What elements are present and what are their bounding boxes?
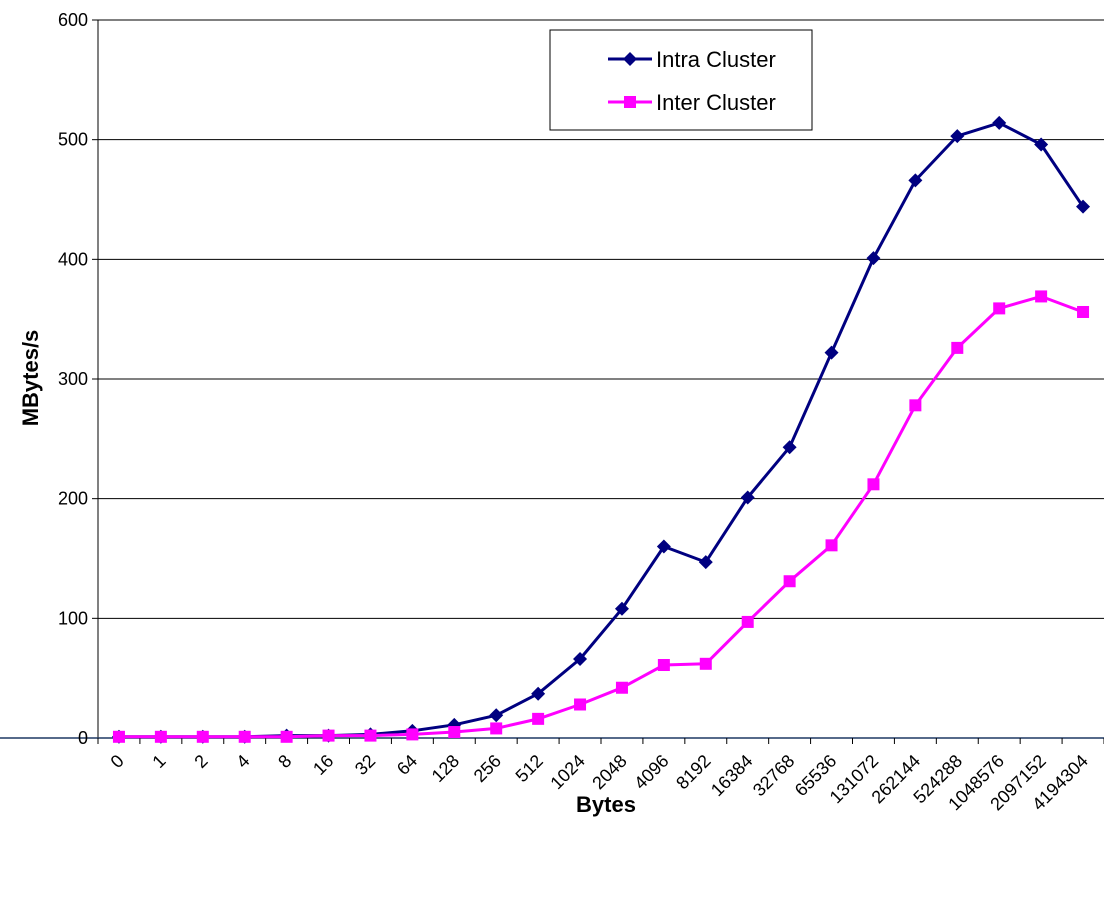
x-tick-label: 1 <box>148 751 169 772</box>
y-tick-label: 500 <box>58 130 88 150</box>
data-point-inter-cluster <box>1077 305 1090 318</box>
y-tick-label: 600 <box>58 10 88 30</box>
data-point-inter-cluster <box>574 698 587 711</box>
legend-marker-intra-cluster <box>623 52 637 66</box>
data-point-inter-cluster <box>196 730 209 743</box>
data-point-inter-cluster <box>1035 290 1048 303</box>
legend-marker-inter-cluster <box>624 96 636 108</box>
y-axis-title: MBytes/s <box>18 330 43 427</box>
data-point-inter-cluster <box>867 478 880 491</box>
x-tick-label: 32768 <box>749 751 799 801</box>
data-point-intra-cluster <box>489 708 504 723</box>
data-point-inter-cluster <box>448 726 461 739</box>
x-tick-label: 0 <box>107 751 128 772</box>
x-tick-label: 1024 <box>546 751 588 793</box>
data-point-intra-cluster <box>656 539 671 554</box>
data-point-intra-cluster <box>992 115 1007 130</box>
x-tick-label: 256 <box>470 751 505 786</box>
legend-label-intra-cluster: Intra Cluster <box>656 47 776 72</box>
data-point-inter-cluster <box>154 730 167 743</box>
y-tick-label: 300 <box>58 369 88 389</box>
data-point-intra-cluster <box>866 251 881 266</box>
data-point-inter-cluster <box>657 659 670 672</box>
x-tick-label: 32 <box>351 751 379 779</box>
x-tick-label: 128 <box>428 751 463 786</box>
legend-label-inter-cluster: Inter Cluster <box>656 90 776 115</box>
y-tick-label: 100 <box>58 608 88 628</box>
data-point-inter-cluster <box>741 615 754 628</box>
data-point-inter-cluster <box>112 730 125 743</box>
legend: Intra Cluster Inter Cluster <box>549 29 813 131</box>
data-point-intra-cluster <box>908 173 923 188</box>
data-point-inter-cluster <box>280 730 293 743</box>
data-point-inter-cluster <box>322 729 335 742</box>
x-tick-label: 16384 <box>707 751 757 801</box>
data-point-intra-cluster <box>1076 199 1091 214</box>
data-point-intra-cluster <box>782 440 797 455</box>
data-point-intra-cluster <box>614 601 629 616</box>
data-point-inter-cluster <box>364 729 377 742</box>
data-point-inter-cluster <box>615 681 628 694</box>
data-point-inter-cluster <box>490 722 503 735</box>
x-tick-label: 64 <box>393 751 421 779</box>
data-point-inter-cluster <box>238 730 251 743</box>
gridlines <box>98 19 1104 619</box>
data-point-inter-cluster <box>825 539 838 552</box>
data-point-inter-cluster <box>951 341 964 354</box>
x-tick-label: 8 <box>274 751 295 772</box>
data-point-intra-cluster <box>573 652 588 667</box>
data-point-intra-cluster <box>698 555 713 570</box>
data-point-inter-cluster <box>406 728 419 741</box>
legend-box <box>549 29 813 131</box>
series-layer <box>111 115 1091 744</box>
data-point-inter-cluster <box>909 399 922 412</box>
series-line-intra-cluster <box>119 121 1085 739</box>
series-line-inter-cluster <box>119 294 1084 739</box>
x-tick-label: 512 <box>512 751 547 786</box>
data-point-inter-cluster <box>783 575 796 588</box>
x-tick-label: 2 <box>190 751 211 772</box>
x-axis-title: Bytes <box>576 792 636 817</box>
data-point-inter-cluster <box>699 657 712 670</box>
data-point-intra-cluster <box>531 686 546 701</box>
data-point-intra-cluster <box>740 490 755 505</box>
data-point-intra-cluster <box>950 129 965 144</box>
y-tick-label: 0 <box>78 728 88 748</box>
x-tick-label: 4096 <box>630 751 672 793</box>
y-tick-labels: 0 100 200 300 400 500 600 <box>58 10 88 748</box>
y-tick-label: 400 <box>58 249 88 269</box>
data-point-inter-cluster <box>993 302 1006 315</box>
data-point-inter-cluster <box>532 712 545 725</box>
data-point-intra-cluster <box>824 345 839 360</box>
x-tick-label: 16 <box>309 751 337 779</box>
x-tick-label: 4 <box>232 751 253 772</box>
y-tick-label: 200 <box>58 489 88 509</box>
x-tick-label: 2048 <box>588 751 630 793</box>
data-point-intra-cluster <box>1034 137 1049 152</box>
